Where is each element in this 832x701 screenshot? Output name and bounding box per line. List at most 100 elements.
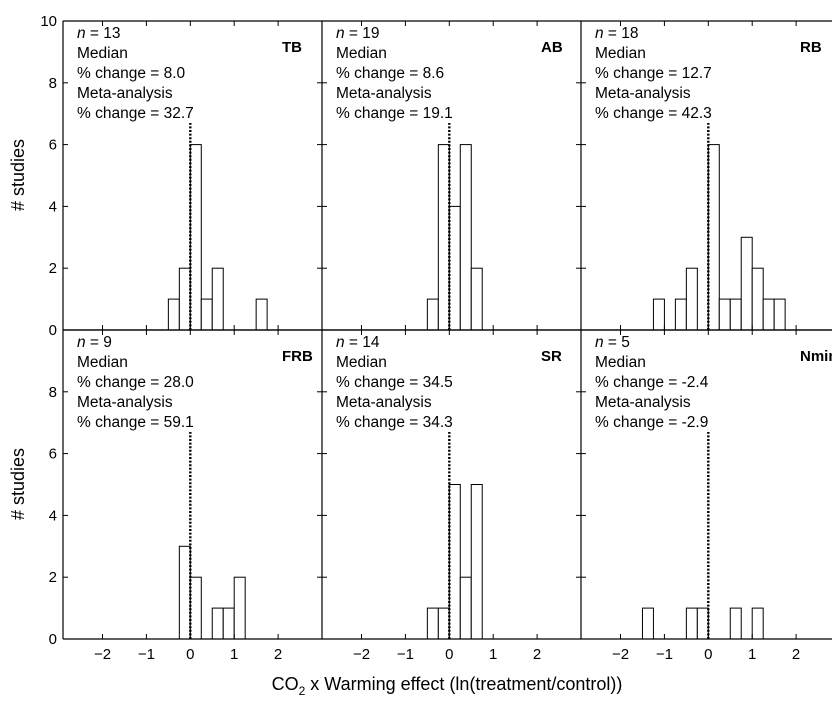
- histogram-bar: [448, 484, 461, 640]
- x-tick-label: −2: [612, 646, 629, 663]
- x-tick-label: −1: [397, 646, 414, 663]
- meta-analysis-change-value: % change = 59.1: [77, 414, 194, 431]
- panel-label-frb: FRB: [282, 348, 313, 365]
- histogram-bar: [751, 607, 764, 640]
- meta-analysis-change-value: % change = 32.7: [77, 105, 194, 122]
- histogram-bar: [167, 298, 180, 331]
- y-tick-label: 4: [49, 507, 57, 524]
- histogram-bar: [641, 607, 654, 640]
- histogram-bar: [211, 607, 224, 640]
- histogram-bar: [189, 576, 202, 640]
- histogram-bar: [762, 298, 775, 331]
- median-change-value: % change = 34.5: [336, 374, 453, 391]
- y-tick-label: 8: [49, 384, 57, 401]
- median-change-value: % change = 28.0: [77, 374, 194, 391]
- x-tick-label: 2: [274, 646, 282, 663]
- histogram-bar: [178, 267, 191, 331]
- histogram-bar: [459, 144, 472, 331]
- median-label: Median: [595, 45, 646, 62]
- panel-tb: 0 2 4 6 8 10 n = 13 Median % change = 8.0 Meta-an…: [40, 13, 322, 339]
- meta-analysis-label: Meta-analysis: [77, 85, 173, 102]
- x-tick-label: 0: [186, 646, 194, 663]
- x-tick-label: 0: [445, 646, 453, 663]
- histogram-bar: [696, 607, 709, 640]
- median-label: Median: [336, 354, 387, 371]
- histogram-bar: [211, 267, 224, 331]
- histogram-bar: [470, 267, 483, 331]
- panel-label-ab: AB: [541, 39, 563, 56]
- sample-size-label: n = 14: [336, 334, 380, 351]
- y-axis-label-bottom: # studies: [8, 448, 28, 520]
- histogram-bar: [674, 298, 687, 331]
- histogram-bar: [233, 576, 246, 640]
- median-label: Median: [77, 354, 128, 371]
- histogram-bar: [426, 607, 439, 640]
- histogram-bar: [222, 607, 235, 640]
- median-change-value: % change = -2.4: [595, 374, 709, 391]
- y-tick-label: 4: [49, 198, 57, 215]
- histogram-bar: [729, 298, 742, 331]
- median-change-value: % change = 8.0: [77, 65, 186, 82]
- meta-analysis-label: Meta-analysis: [77, 394, 173, 411]
- panel-sr: −2 −1 0 1 2 n = 14 Median % change = 34.5 Meta-a…: [321, 329, 581, 663]
- y-tick-label: 6: [49, 446, 57, 463]
- y-tick-label: 0: [49, 322, 57, 339]
- meta-analysis-change-value: % change = 42.3: [595, 105, 712, 122]
- histogram-bar: [437, 144, 450, 331]
- panel-label-sr: SR: [541, 348, 562, 365]
- histogram-bar: [437, 607, 450, 640]
- median-label: Median: [336, 45, 387, 62]
- sample-size-label: n = 13: [77, 25, 121, 42]
- x-tick-label: −1: [656, 646, 673, 663]
- histogram-bar: [685, 267, 698, 331]
- panel-label-rb: RB: [800, 39, 822, 56]
- x-tick-label: 1: [748, 646, 756, 663]
- histogram-bar: [751, 267, 764, 331]
- x-tick-label: −1: [138, 646, 155, 663]
- histogram-bar: [459, 576, 472, 640]
- x-tick-label: 0: [704, 646, 712, 663]
- histogram-bar: [200, 298, 213, 331]
- histogram-bar: [685, 607, 698, 640]
- panel-label-nmin: Nmin: [800, 348, 832, 365]
- median-change-value: % change = 12.7: [595, 65, 712, 82]
- meta-analysis-label: Meta-analysis: [336, 85, 432, 102]
- histogram-bar: [729, 607, 742, 640]
- median-change-value: % change = 8.6: [336, 65, 444, 82]
- panel-label-tb: TB: [282, 39, 302, 56]
- meta-analysis-label: Meta-analysis: [595, 85, 691, 102]
- histogram-bar: [189, 144, 202, 331]
- histogram-bar: [652, 298, 665, 331]
- median-label: Median: [77, 45, 128, 62]
- sample-size-label: n = 19: [336, 25, 380, 42]
- histogram-bar: [426, 298, 439, 331]
- histogram-bar: [773, 298, 786, 331]
- x-tick-label: 1: [489, 646, 497, 663]
- y-tick-label: 2: [49, 569, 57, 586]
- x-tick-label: −2: [94, 646, 111, 663]
- meta-analysis-change-value: % change = -2.9: [595, 414, 708, 431]
- y-tick-label: 8: [49, 75, 57, 92]
- meta-analysis-label: Meta-analysis: [595, 394, 691, 411]
- histogram-bar: [470, 484, 483, 640]
- panel-frb: 0 2 4 6 8 −2 −1 0 1 2 n = 9 Median % change = 28.0 Me…: [49, 329, 322, 663]
- y-tick-label: 2: [49, 260, 57, 277]
- meta-analysis-change-value: % change = 34.3: [336, 414, 453, 431]
- x-tick-label: −2: [353, 646, 370, 663]
- meta-analysis-label: Meta-analysis: [336, 394, 432, 411]
- median-label: Median: [595, 354, 646, 371]
- histogram-bar: [178, 545, 191, 640]
- y-axis-label-top: # studies: [8, 139, 28, 211]
- y-tick-label: 10: [40, 13, 57, 30]
- panel-rb: n = 18 Median % change = 12.7 Meta-analysis…: [580, 20, 832, 331]
- x-axis-label: CO2 x Warming effect (ln(treatment/contr…: [272, 674, 623, 698]
- sample-size-label: n = 5: [595, 334, 630, 351]
- histogram-bar: [740, 236, 753, 331]
- y-tick-label: 0: [49, 631, 57, 648]
- panel-nmin: −2 −1 0 1 2 n = 5 Median % change = -2.4 Meta-an…: [580, 329, 832, 663]
- sample-size-label: n = 18: [595, 25, 639, 42]
- meta-analysis-change-value: % change = 19.1: [336, 105, 453, 122]
- panel-ab: n = 19 Median % change = 8.6 Meta-analysis%…: [321, 20, 581, 331]
